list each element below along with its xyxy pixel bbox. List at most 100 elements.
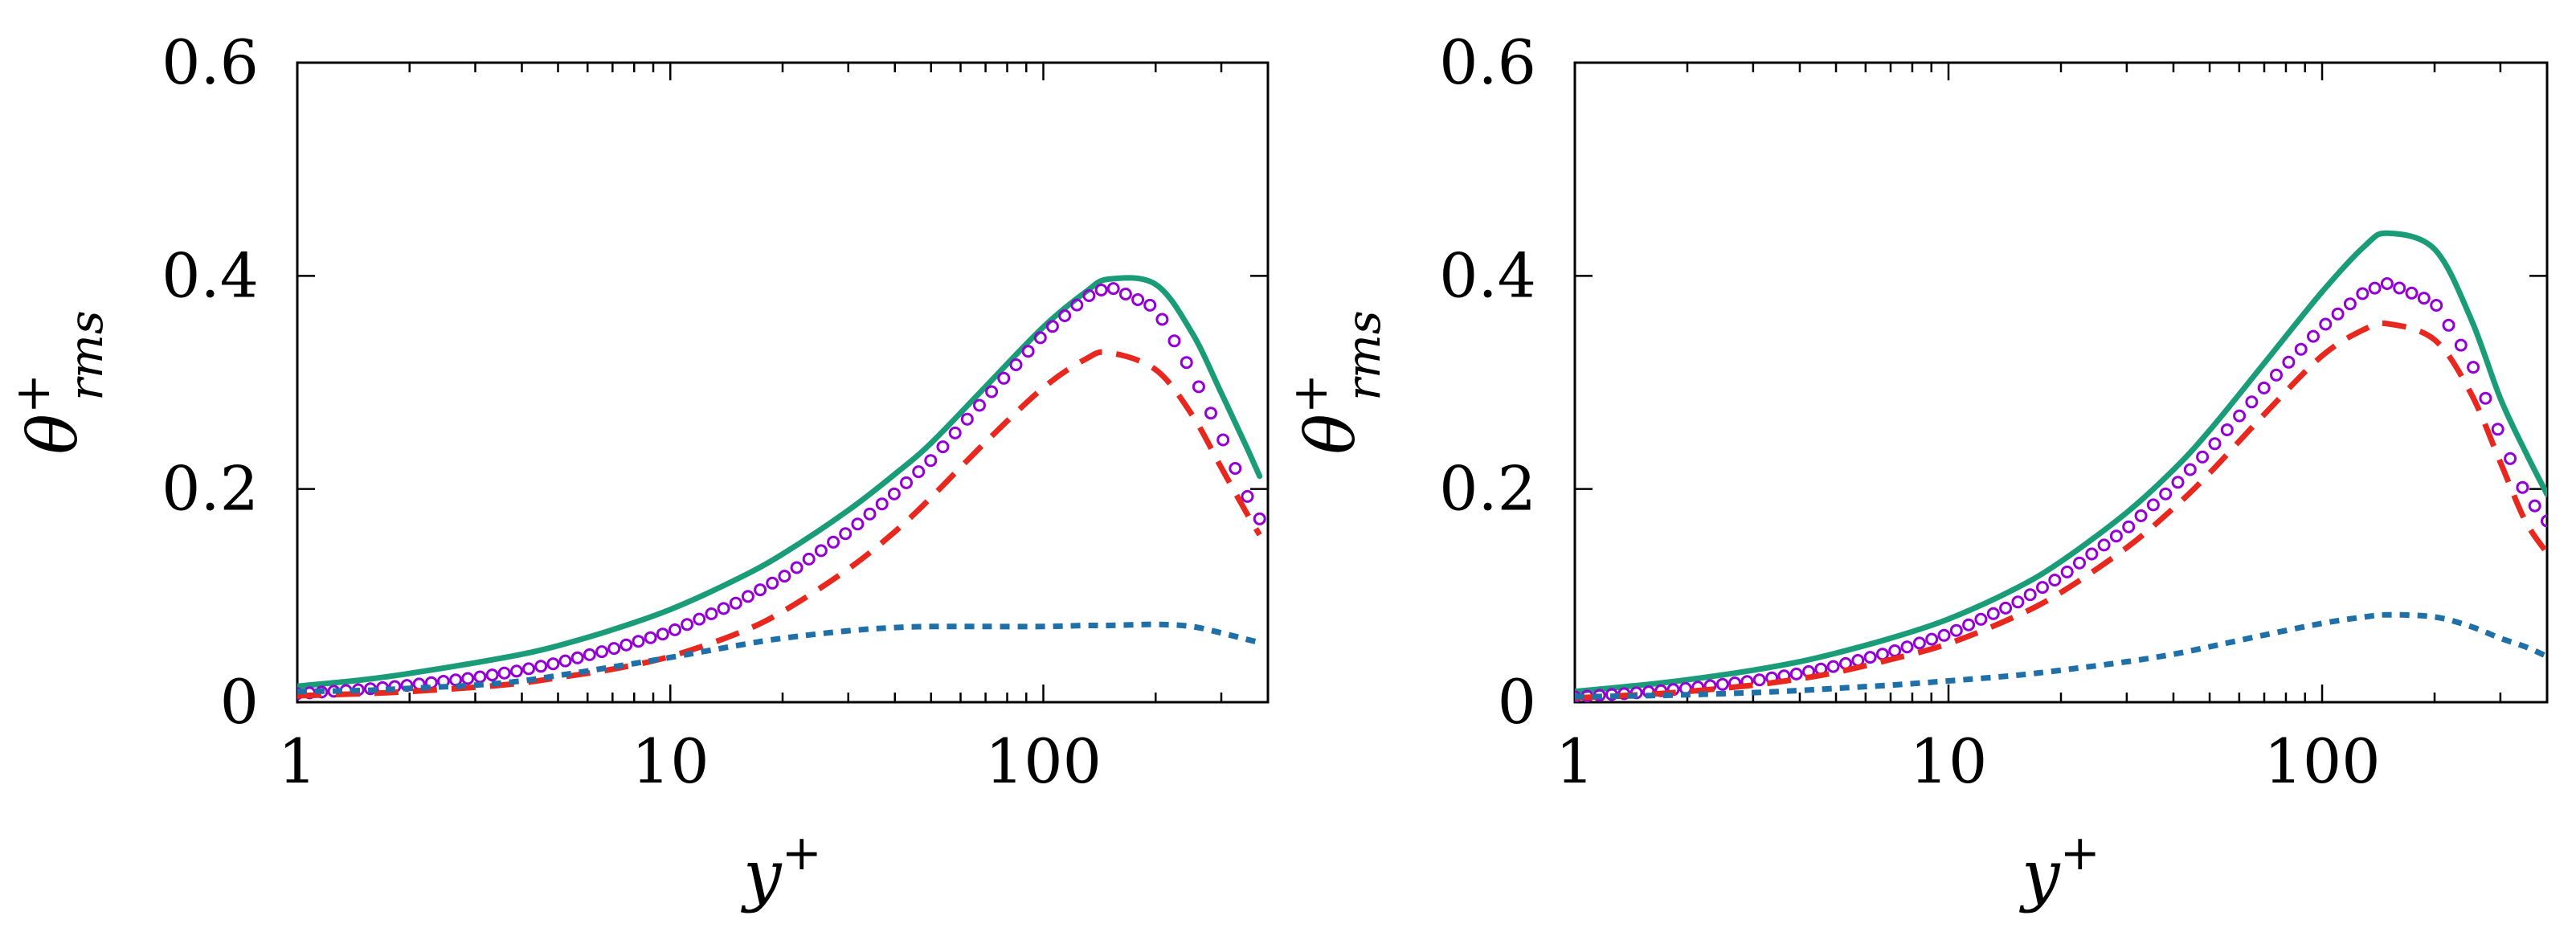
plot-frame (1573, 61, 2549, 704)
circles-series-marker (1094, 284, 1108, 296)
circles-series-marker (1192, 380, 1205, 394)
circles-series-marker (595, 645, 608, 659)
circles-series-marker (1999, 601, 2013, 615)
y-axis-title: θ+rms (1282, 310, 1391, 454)
circles-series-marker (2331, 307, 2345, 321)
circles-series-marker (1974, 612, 1988, 626)
circles-series-marker (717, 602, 730, 615)
circles-series-marker (1752, 673, 1766, 687)
circles-series-marker (1900, 640, 1914, 654)
circles-series-marker (2023, 588, 2037, 602)
x-tick-label: 10 (632, 725, 709, 797)
circles-series-marker (2208, 437, 2222, 451)
x-tick-label: 100 (2264, 725, 2381, 797)
circles-series-marker (583, 648, 596, 661)
circles-series-marker (936, 440, 950, 454)
circles-series-marker (632, 635, 645, 648)
circles-series-marker (619, 638, 633, 652)
circles-series-marker (2393, 281, 2406, 295)
circles-series-marker (924, 454, 938, 468)
circles-series-marker (1863, 651, 1877, 664)
circles-series-marker (473, 670, 487, 684)
circles-series-marker (790, 561, 803, 574)
circles-series-marker (2282, 355, 2296, 369)
circles-series-marker (485, 668, 499, 682)
y-tick-label: 0 (1498, 666, 1536, 738)
left-panel: 1 10 100 0 0.2 0.4 0.6 y+ θ+rms (5, 27, 1270, 914)
x-axis-title: y+ (740, 825, 822, 914)
circles-series-marker (2196, 450, 2210, 464)
dashed-series-line (1575, 320, 2547, 701)
circles-series-marker (875, 497, 889, 511)
circles-series-marker (2220, 423, 2234, 436)
circles-series-marker (1986, 607, 2000, 620)
circles-series-marker (997, 371, 1011, 385)
circles-series-marker (912, 465, 926, 479)
dotted-series-line (297, 621, 1261, 695)
circles-series-marker (729, 596, 742, 610)
circles-series-marker (1925, 632, 1939, 646)
circles-series-marker (2183, 463, 2197, 476)
solid-series-line (1575, 230, 2547, 695)
circles-series-marker (2109, 529, 2123, 543)
circles-series-marker (705, 607, 718, 620)
circles-series-marker (814, 544, 828, 558)
dotted-series-line (1575, 611, 2547, 700)
y-tick-label: 0.2 (1439, 453, 1536, 525)
circles-series-marker (2504, 452, 2517, 465)
series-group (1575, 230, 2547, 702)
circles-series-marker (1070, 298, 1084, 312)
x-tick-label: 100 (985, 725, 1102, 797)
circles-series-marker (754, 583, 767, 597)
solid-series-line (297, 275, 1263, 689)
y-tick-label: 0.6 (1439, 27, 1536, 98)
circles-series-marker (522, 662, 535, 676)
circles-series-marker (1229, 462, 1242, 475)
circles-series-marker (839, 527, 853, 541)
circles-series-marker (802, 552, 816, 566)
series-group (297, 275, 1266, 701)
circles-series-marker (2343, 297, 2357, 311)
y-tick-label: 0 (220, 666, 259, 738)
circles-series-marker (2405, 286, 2419, 300)
y-tick-label: 0.4 (1439, 239, 1536, 311)
circles-series-marker (887, 487, 901, 501)
x-tick-label: 10 (1910, 725, 1988, 797)
circles-series-marker (2479, 391, 2492, 405)
circles-series-marker (1216, 433, 1230, 447)
circles-series-marker (461, 672, 475, 685)
circles-series-marker (1021, 345, 1035, 358)
circles-series-marker (2516, 480, 2529, 494)
circles-series-marker (2073, 556, 2086, 570)
circles-series-marker (2380, 277, 2394, 290)
circles-series-marker (1082, 289, 1096, 302)
circles-series-marker (693, 612, 706, 626)
circles-series-marker (985, 385, 999, 398)
circles-series-marker (1180, 356, 1193, 370)
right-panel: 1 10 100 0 0.2 0.4 0.6 y+ θ+rms (1282, 27, 2549, 914)
circles-series-marker (2454, 338, 2468, 352)
circles-series-marker (863, 507, 877, 521)
circles-series-marker (2442, 318, 2455, 332)
circles-series-marker (2368, 281, 2382, 295)
circles-series-marker (2245, 395, 2259, 409)
circles-series-marker (2011, 595, 2025, 609)
dashed-series-line (297, 349, 1262, 699)
circles-series-marker (973, 398, 986, 412)
circles-series-marker (669, 623, 681, 636)
circles-series-marker (2171, 476, 2185, 489)
circles-series-marker (570, 651, 584, 664)
circles-series-marker (1826, 660, 1840, 673)
circles-series-marker (1118, 288, 1132, 300)
circles-series-marker (1167, 334, 1181, 348)
circles-series-marker (2270, 368, 2283, 382)
circles-series-marker (2097, 538, 2111, 552)
circles-series-marker (2319, 317, 2333, 331)
circles-series-marker (2122, 520, 2136, 533)
circles-series-marker (2233, 409, 2247, 423)
circles-series-marker (607, 642, 621, 656)
circles-series-marker (2417, 292, 2431, 305)
y-tick-label: 0.4 (162, 239, 259, 311)
circles-series-marker (1155, 313, 1169, 326)
